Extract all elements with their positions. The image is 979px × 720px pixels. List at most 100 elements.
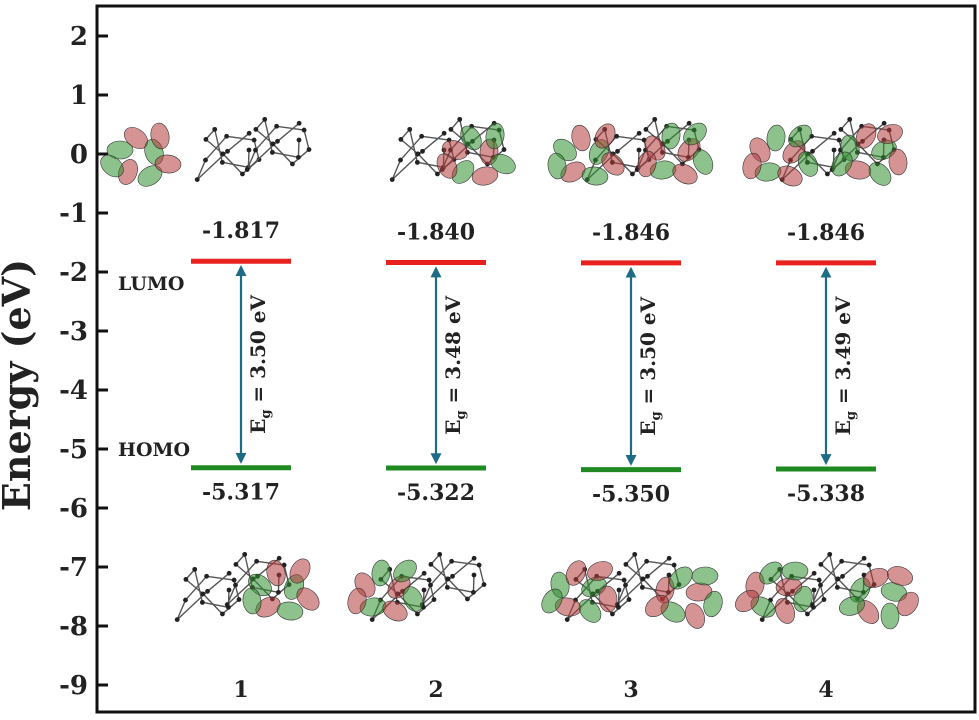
compound-number-label: 1 — [233, 677, 248, 703]
y-tick-label: -6 — [59, 494, 88, 524]
molecule-atom — [614, 133, 620, 139]
molecule-atom — [835, 576, 841, 582]
molecule-atom — [246, 130, 252, 136]
y-tick-label: -7 — [59, 553, 88, 583]
molecule-atom — [471, 572, 477, 578]
molecule-bond — [255, 128, 274, 145]
orbital-lobe — [485, 122, 505, 150]
orbital-lobe — [242, 587, 262, 615]
orbital-lobe — [888, 148, 908, 176]
molecule-atom — [840, 573, 845, 579]
molecule-bond — [277, 122, 300, 142]
orbital-lobe — [742, 152, 762, 180]
molecule-atom — [616, 587, 622, 593]
molecule-atom — [839, 558, 845, 564]
lumo-label: LUMO — [118, 273, 184, 295]
y-tick-label: -5 — [59, 435, 88, 465]
molecule-atom — [811, 587, 817, 593]
orbital-lobe — [255, 596, 281, 618]
orbital-lobe — [601, 152, 625, 176]
molecule-bond — [276, 125, 305, 131]
molecule-atom — [444, 584, 450, 590]
molecule-atom — [276, 589, 281, 595]
y-axis-label: Energy (eV) — [0, 259, 39, 511]
molecule-atom — [759, 617, 765, 623]
molecule-atom — [810, 148, 815, 154]
lumo-orbital-image — [100, 116, 312, 187]
molecule-atom — [831, 147, 837, 153]
molecule-atom — [274, 123, 280, 129]
molecule-atom — [251, 137, 257, 143]
molecule-bond — [452, 557, 475, 577]
molecule-bond — [303, 129, 310, 150]
molecule-atom — [666, 555, 672, 561]
molecule-bond — [616, 584, 627, 605]
orbital-lobe — [788, 124, 812, 148]
orbital-lobe — [777, 165, 803, 187]
molecule-atom — [847, 116, 853, 122]
orbital-lobe — [669, 566, 693, 590]
orbital-lobe — [436, 153, 458, 179]
molecule-bond — [820, 563, 839, 580]
molecule-atom — [226, 587, 232, 593]
orbital-lobe — [565, 560, 587, 586]
orbital-lobe — [541, 588, 563, 614]
molecule-atom — [224, 133, 230, 139]
molecule-atom — [805, 611, 810, 617]
molecule-atom — [471, 589, 476, 595]
y-tick-label: -2 — [59, 258, 88, 288]
molecule-atom — [204, 573, 210, 579]
molecule-atom — [437, 551, 443, 557]
y-tick-label: -9 — [59, 671, 88, 701]
molecule-bond — [399, 135, 423, 161]
y-tick-label: 1 — [70, 81, 88, 111]
orbital-lobe — [347, 587, 367, 615]
orbital-lobe — [296, 587, 320, 611]
energy-levels: -1.817 -5.317 Eg = 3.50 eV 1 -1.840 -5.322 Eg … — [191, 218, 876, 703]
molecule-atom — [212, 126, 218, 132]
orbital-lobe — [571, 124, 591, 152]
orbital-images — [100, 116, 919, 630]
molecule-atom — [225, 148, 230, 154]
orbital-lobe — [581, 166, 609, 186]
molecule-atom — [476, 562, 482, 568]
molecule-atom — [881, 120, 887, 126]
y-tick-label: -4 — [59, 376, 88, 406]
molecule-bond — [478, 564, 485, 585]
orbital-lobe — [793, 585, 813, 613]
molecule-atom — [269, 149, 275, 155]
molecule-bond — [227, 132, 250, 152]
orbital-lobe — [855, 123, 877, 149]
molecule-atom — [421, 570, 427, 576]
lumo-orbital-image — [389, 116, 516, 186]
molecule-atom — [644, 558, 650, 564]
orbital-lobe — [781, 561, 809, 581]
molecule-bond — [185, 578, 204, 595]
lumo-value-label: -1.846 — [592, 220, 670, 246]
molecule-atom — [240, 171, 245, 177]
molecule-atom — [564, 617, 570, 623]
molecule-atom — [262, 116, 268, 122]
orbital-lobe — [868, 162, 892, 186]
molecule-bond — [646, 560, 675, 566]
molecule-atom — [428, 561, 434, 567]
molecule-atom — [276, 555, 282, 561]
molecule-bond — [624, 560, 648, 586]
molecule-atom — [827, 551, 833, 557]
molecule-atom — [818, 582, 823, 588]
homo-orbital-image — [735, 551, 919, 630]
molecule-atom — [194, 177, 200, 183]
molecule-bond — [616, 135, 645, 141]
molecule-atom — [630, 171, 635, 177]
molecule-atom — [640, 576, 646, 582]
orbital-lobe — [877, 124, 903, 144]
molecule-atom — [419, 133, 425, 139]
orbital-lobe — [371, 559, 391, 587]
molecule-atom — [398, 157, 403, 163]
molecule-bond — [207, 572, 230, 592]
homo-orbital-image — [174, 551, 320, 623]
molecule-atom — [174, 617, 180, 623]
molecule-atom — [192, 566, 198, 572]
molecule-atom — [450, 573, 455, 579]
orbital-lobe — [382, 600, 408, 622]
